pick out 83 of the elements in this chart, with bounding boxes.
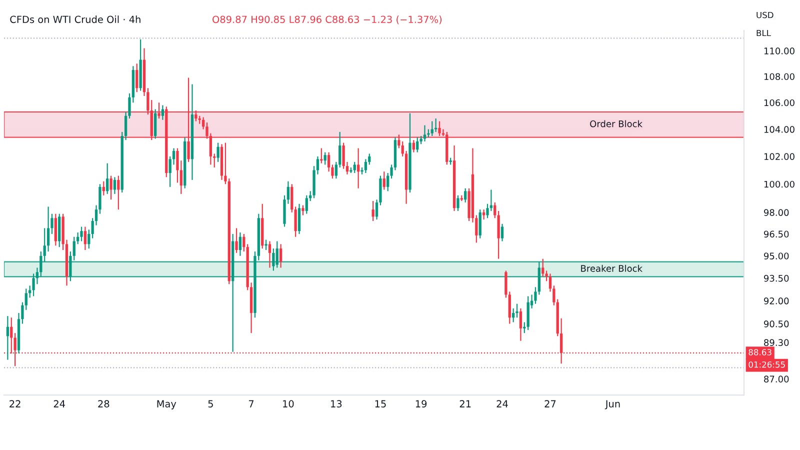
x-tick-label: 15	[375, 400, 386, 408]
x-tick-label: 27	[544, 400, 556, 408]
x-tick-label: 19	[416, 400, 427, 408]
y-tick-label: 106.00	[764, 99, 794, 106]
candlestick	[154, 108, 157, 140]
candlestick	[364, 158, 368, 174]
candlestick	[320, 148, 323, 164]
candlestick	[235, 228, 238, 254]
candlestick	[298, 203, 301, 235]
candlestick	[523, 322, 526, 334]
text: 01:26:55	[748, 361, 785, 368]
candlestick	[161, 104, 164, 120]
candlestick	[372, 200, 374, 222]
y-tick-label: 93.50	[764, 274, 789, 282]
text: BLL	[756, 30, 771, 36]
candlestick	[456, 194, 460, 212]
candlestick	[542, 258, 544, 278]
y-tick-label: 90.50	[764, 320, 789, 328]
candlestick	[327, 152, 330, 172]
candlestick	[353, 161, 356, 174]
y-tick-label: 87.00	[764, 376, 789, 382]
candlestick	[412, 140, 416, 153]
chart-subtitle: O89.87 H90.85 L87.96 C88.63 −1.23 (−1.37%)	[212, 16, 442, 24]
x-tick-label: 13	[331, 400, 342, 408]
x-tick-label: 24	[496, 400, 508, 408]
candlestick	[216, 142, 220, 162]
candlestick	[516, 303, 518, 318]
candlestick	[213, 153, 216, 168]
candlestick	[84, 226, 87, 251]
candlestick	[238, 232, 242, 256]
x-tick-label: 5	[208, 400, 213, 408]
x-tick-label: 10	[283, 400, 294, 408]
candlestick	[434, 118, 438, 133]
x-tick-label: 24	[54, 400, 65, 408]
candlestick	[416, 136, 419, 153]
candlestick	[356, 148, 360, 189]
candlestick	[478, 208, 482, 239]
band-label: Order Block	[590, 120, 642, 128]
y-tick-label: 95.00	[764, 252, 789, 260]
y-tick-label: 92.00	[764, 297, 789, 304]
candlestick	[382, 171, 386, 190]
candlestick	[80, 226, 83, 242]
y-tick-label: 110.00	[764, 48, 794, 54]
candlestick	[519, 308, 522, 342]
candlestick	[110, 175, 112, 200]
candlestick	[279, 244, 282, 268]
candlestick	[54, 213, 57, 246]
y-tick-label: 96.50	[764, 230, 789, 238]
candlestick	[268, 240, 272, 268]
y-tick-label: 104.00	[764, 126, 794, 133]
candlestick	[302, 204, 304, 216]
candlestick	[46, 206, 50, 252]
candlestick	[334, 161, 338, 180]
y-tick-label: 100.00	[764, 180, 794, 188]
chart-title: CFDs on WTI Crude Oil · 4h	[10, 16, 140, 24]
x-tick-label: 7	[248, 400, 254, 408]
x-tick-label: 28	[98, 400, 110, 408]
candlestick	[430, 120, 434, 137]
candlestick	[512, 308, 515, 323]
candlestick	[106, 162, 109, 195]
candlestick	[113, 176, 116, 195]
band-label: Breaker Block	[581, 264, 642, 272]
y-tick-label: 102.00	[764, 153, 794, 160]
x-tick-label: 21	[460, 400, 471, 408]
candlestick	[117, 175, 120, 210]
candlestick	[324, 152, 326, 166]
text: USD	[756, 12, 774, 18]
x-tick-label: 22	[10, 400, 20, 408]
candlestick	[264, 239, 268, 251]
candlestick	[136, 63, 138, 93]
candlestick	[305, 194, 308, 214]
candlestick	[464, 188, 467, 203]
candlestick	[338, 131, 342, 168]
y-tick-label: 108.00	[764, 73, 794, 80]
ref-line-label: 88.63	[748, 349, 772, 356]
candlestick	[500, 223, 504, 242]
candlestick	[423, 124, 426, 142]
y-tick-label: 98.00	[764, 209, 789, 216]
y-tick-label: 89.30	[764, 339, 789, 346]
x-tick-label: Jun	[604, 400, 620, 410]
candlestick	[6, 315, 10, 360]
x-tick-label: May	[157, 400, 176, 410]
candlestick	[242, 233, 246, 252]
